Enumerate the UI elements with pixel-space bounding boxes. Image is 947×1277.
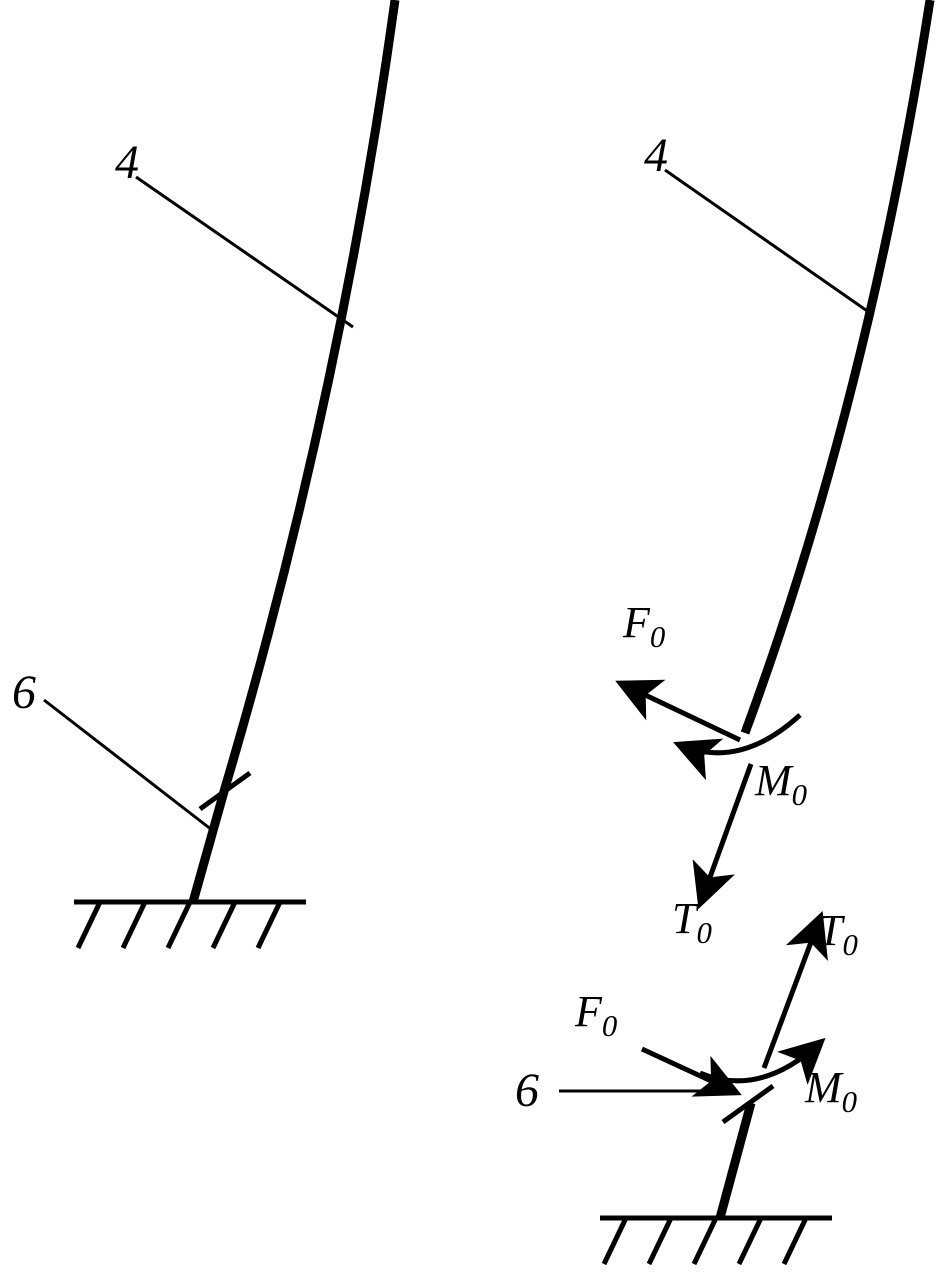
left-ground-hatch <box>78 902 100 948</box>
right-beam-leader <box>665 170 873 315</box>
left-beam <box>225 0 395 788</box>
left-beam-leader <box>136 177 353 327</box>
right-beam <box>745 0 930 733</box>
right-ground-hatch <box>694 1218 716 1264</box>
right-pile-F0-label: F0 <box>575 986 617 1044</box>
right-beam-F0-label: F0 <box>623 597 665 655</box>
left-pile-ref-label: 6 <box>12 665 36 720</box>
right-beam-M0-label: M0 <box>755 755 807 813</box>
right-ground-hatch <box>604 1218 626 1264</box>
right-pile-ref-label: 6 <box>515 1063 539 1118</box>
right-beam-ref-label: 4 <box>644 128 668 183</box>
right-ground-hatch <box>739 1218 761 1264</box>
left-ground-hatch <box>213 902 235 948</box>
right-ground-hatch <box>784 1218 806 1264</box>
left-beam-ref-label: 4 <box>115 135 139 190</box>
right-beam-T0-label: T0 <box>672 893 712 951</box>
right-beam-T0-arrow <box>701 764 751 902</box>
right-pile-T0-label: T0 <box>818 905 858 963</box>
right-beam-F0-arrow <box>622 684 740 740</box>
right-pile-M0-label: M0 <box>805 1062 857 1120</box>
left-ground-hatch <box>258 902 280 948</box>
left-pile-leader <box>44 700 212 830</box>
right-pile-T0-arrow <box>764 918 820 1068</box>
right-pile-M0-arc <box>700 1043 820 1081</box>
left-ground-hatch <box>123 902 145 948</box>
left-ground-hatch <box>168 902 190 948</box>
right-ground-hatch <box>649 1218 671 1264</box>
right-pile-F0-arrow <box>642 1049 735 1092</box>
